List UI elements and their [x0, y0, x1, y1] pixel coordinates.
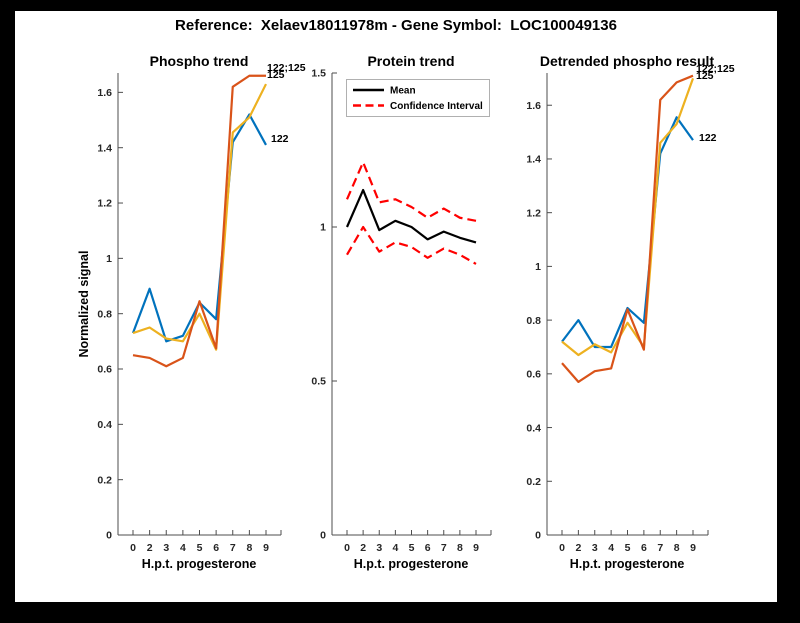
y-tick-label: 0: [535, 530, 541, 542]
y-tick-label: 1.6: [97, 87, 112, 99]
y-tick-label: 0.2: [97, 474, 112, 486]
plot-1-line-label-122: 122: [271, 133, 289, 145]
plot-2-axes: 00.511.50 2 3 4 5 6 7 8 9: [311, 68, 492, 554]
x-tick-label: 4: [608, 542, 614, 554]
series-line-Confidence Interval upper: [345, 161, 477, 222]
x-tick-label: 9: [263, 542, 269, 554]
plot-1-title: Phospho trend: [150, 53, 249, 69]
y-tick-label: 1: [320, 222, 326, 234]
x-tick-label: 6: [641, 542, 647, 554]
x-tick-label: 8: [246, 542, 252, 554]
x-tick-label: 0: [559, 542, 565, 554]
x-tick-label: 6: [213, 542, 219, 554]
plot-1-line-label-122-125: 122;125: [267, 62, 306, 74]
x-tick-label: 9: [473, 542, 479, 554]
x-tick-label: 3: [592, 542, 598, 554]
y-tick-label: 1: [535, 261, 541, 273]
x-tick-label: 2: [575, 542, 581, 554]
x-tick-label: 5: [625, 542, 631, 554]
x-tick-label: 7: [657, 542, 663, 554]
x-tick-label: 2: [360, 542, 366, 554]
legend-box: [346, 79, 490, 117]
x-tick-label: 0: [344, 542, 350, 554]
x-tick-label: 0: [130, 542, 136, 554]
y-tick-label: 0.2: [526, 476, 541, 488]
x-tick-label: 3: [376, 542, 382, 554]
x-tick-label: 5: [409, 542, 415, 554]
legend: Mean Confidence Interval: [346, 79, 490, 117]
plot-3-line-label-122: 122: [699, 132, 717, 144]
x-tick-label: 8: [674, 542, 680, 554]
y-tick-label: 0.6: [526, 369, 541, 381]
plot-3-title: Detrended phospho result: [540, 53, 715, 69]
y-tick-label: 1.5: [311, 68, 326, 80]
legend-mean-label: Mean: [390, 86, 416, 97]
series-line-122;125: [561, 74, 694, 383]
x-tick-label: 7: [441, 542, 447, 554]
x-tick-label: 2: [147, 542, 153, 554]
x-tick-label: 8: [457, 542, 463, 554]
y-tick-label: 1.4: [526, 154, 541, 166]
y-tick-label: 0.8: [97, 308, 112, 320]
figure-suptitle: Reference: Xelaev18011978m - Gene Symbol…: [175, 17, 617, 34]
y-tick-label: 0.8: [526, 315, 541, 327]
y-tick-label: 1.4: [97, 142, 112, 154]
plot-1-axes: 00.20.40.60.811.21.41.60 2 3 4 5 6 7 8 9: [97, 73, 282, 554]
plot-1-line-label-125: 125: [267, 69, 285, 81]
y-tick-label: 1.6: [526, 100, 541, 112]
x-tick-label: 4: [180, 542, 186, 554]
y-tick-label: 0.5: [311, 376, 326, 388]
x-tick-label: 7: [230, 542, 236, 554]
plot-2-xlabel: H.p.t. progesterone: [354, 557, 469, 571]
plot-1-xlabel: H.p.t. progesterone: [142, 557, 257, 571]
y-tick-label: 0.4: [526, 422, 541, 434]
plot-2-title: Protein trend: [367, 53, 454, 69]
x-tick-label: 4: [392, 542, 398, 554]
x-tick-label: 3: [163, 542, 169, 554]
series-line-Mean: [345, 188, 477, 244]
series-line-125: [132, 83, 267, 351]
series-line-125: [561, 78, 695, 357]
y-tick-label: 0.6: [97, 364, 112, 376]
plot-3-axes: 00.20.40.60.811.21.41.60 2 3 4 5 6 7 8 9: [526, 73, 709, 554]
y-tick-label: 0.4: [97, 419, 112, 431]
series-line-Confidence Interval lower: [346, 225, 477, 265]
y-axis-label: Normalized signal: [77, 251, 91, 358]
y-tick-label: 0: [106, 530, 112, 542]
y-tick-label: 0: [320, 530, 326, 542]
plot-3-xlabel: H.p.t. progesterone: [570, 557, 685, 571]
series-line-122;125: [132, 74, 266, 368]
y-tick-label: 1.2: [97, 198, 112, 210]
y-tick-label: 1: [106, 253, 112, 265]
y-tick-label: 1.2: [526, 207, 541, 219]
x-tick-label: 9: [690, 542, 696, 554]
legend-ci-label: Confidence Interval: [390, 101, 483, 112]
plot-3-line-label-125: 125: [696, 70, 714, 82]
x-tick-label: 6: [425, 542, 431, 554]
x-tick-label: 5: [197, 542, 203, 554]
plot-3-line-label-122-125: 122;125: [696, 63, 735, 75]
